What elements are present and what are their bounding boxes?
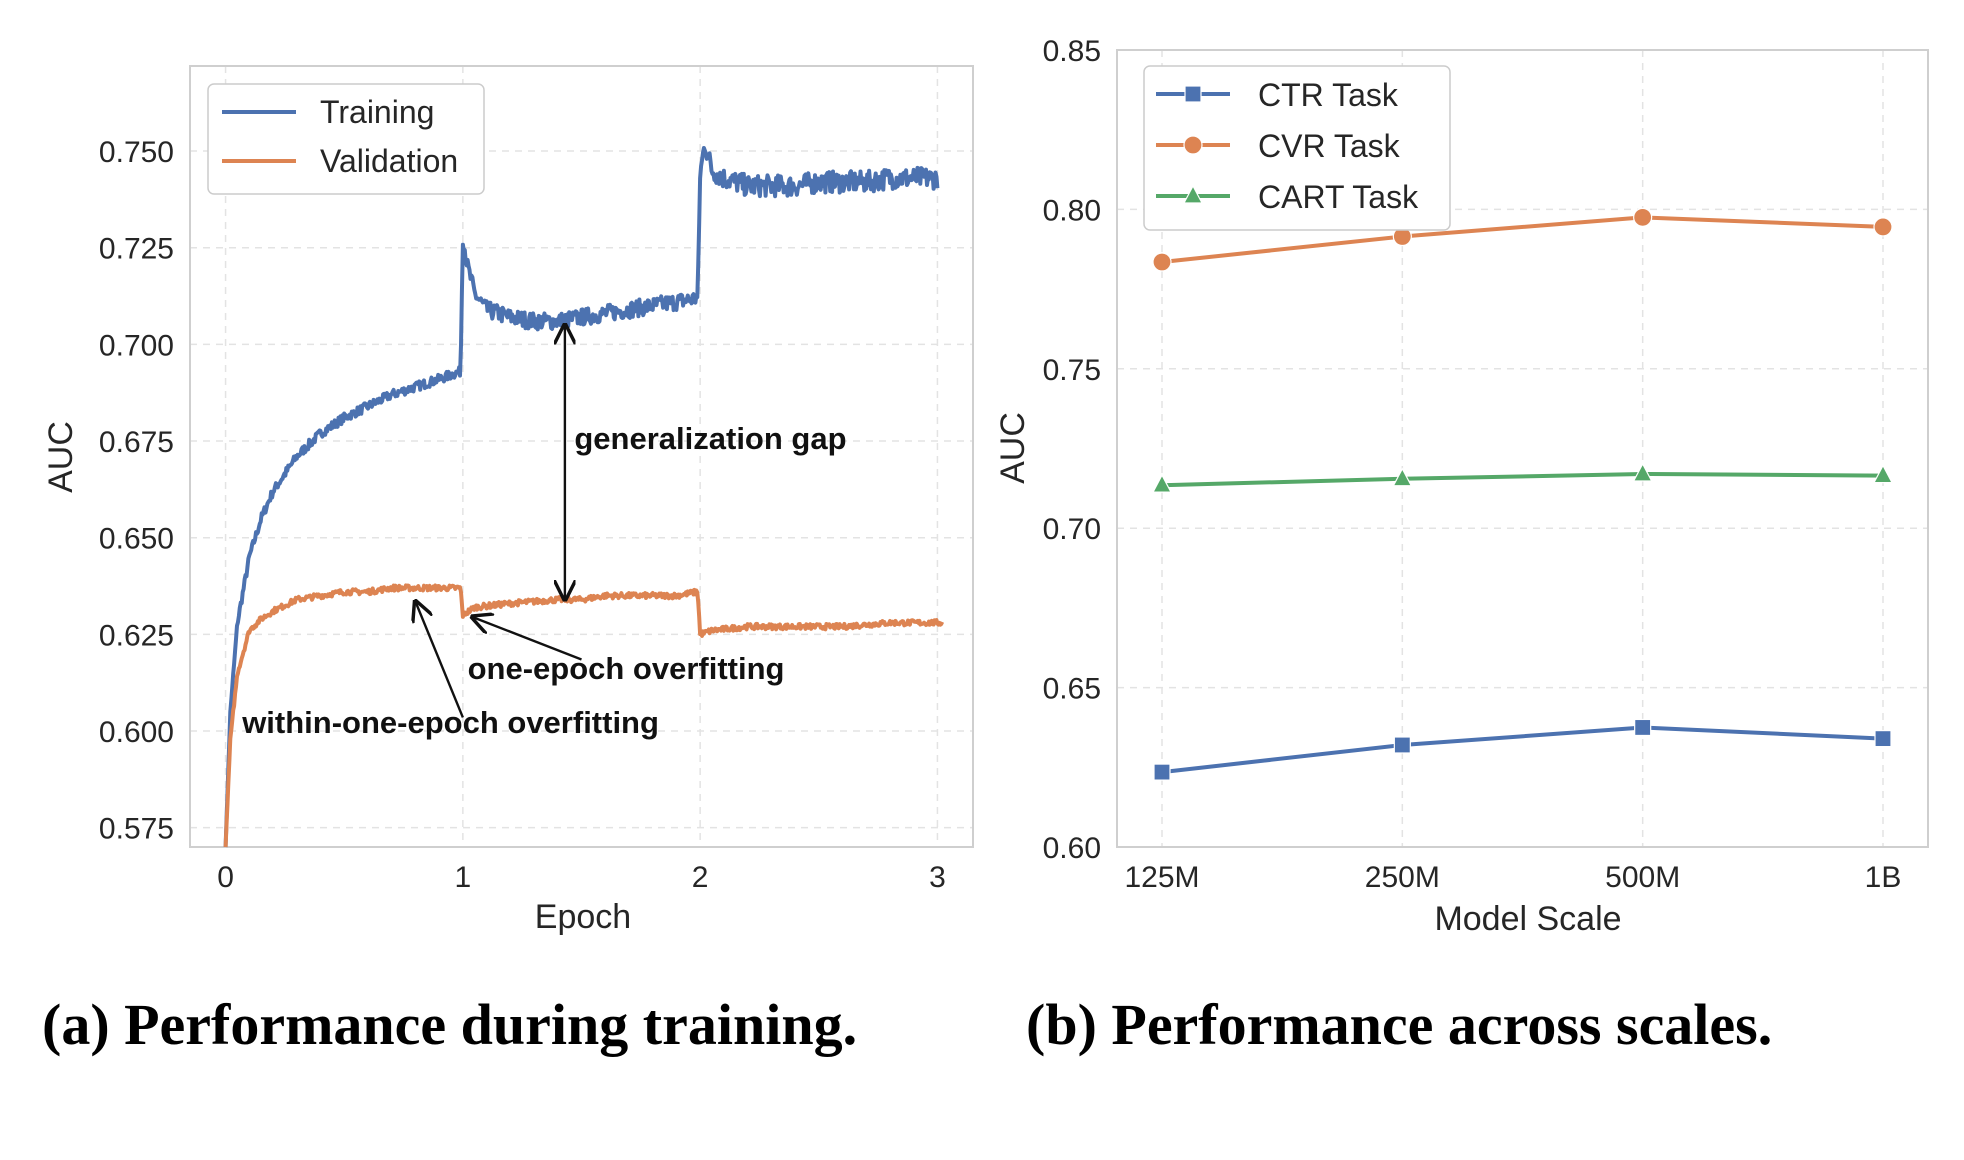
left-y-tick-label: 0.600 [99, 716, 174, 749]
annotation-one-epoch-overfitting: one-epoch overfitting [468, 651, 785, 686]
legend-label-cart: CART Task [1258, 179, 1419, 215]
right-x-tick-label: 500M [1605, 861, 1680, 894]
right-x-tick-label: 1B [1865, 861, 1902, 894]
right-x-tick-label: 250M [1365, 861, 1440, 894]
left-x-ticks: 0 1 2 3 [217, 861, 946, 894]
data-point-cart [1873, 464, 1893, 484]
left-y-tick-label: 0.700 [99, 329, 174, 362]
left-y-tick-label: 0.675 [99, 426, 174, 459]
caption-left: (a) Performance during training. [42, 992, 857, 1057]
right-y-axis-label: AUC [994, 412, 1032, 484]
right-y-tick-label: 0.75 [1043, 354, 1101, 387]
left-y-tick-label: 0.750 [99, 136, 174, 169]
legend-label-validation: Validation [320, 143, 458, 179]
series-line-ctr [1161, 725, 1884, 775]
right-y-tick-label: 0.80 [1043, 194, 1101, 227]
left-x-axis-label: Epoch [535, 898, 631, 936]
right-y-tick-label: 0.85 [1043, 35, 1101, 68]
legend-marker-cart [1183, 184, 1203, 204]
right-plot-frame [1116, 49, 1929, 848]
data-point-cart [1392, 467, 1413, 487]
left-series [223, 146, 945, 848]
legend-label-training: Training [320, 94, 434, 130]
left-y-tick-label: 0.725 [99, 233, 174, 266]
right-y-tick-label: 0.65 [1043, 673, 1101, 706]
right-x-tick-label: 125M [1124, 861, 1199, 894]
left-legend: Training Validation [207, 83, 485, 195]
left-y-tick-label: 0.650 [99, 523, 174, 556]
right-series [1152, 207, 1893, 781]
left-y-ticks: 0.575 0.600 0.625 0.650 0.675 0.700 0.725 0.750 [99, 136, 174, 846]
right-y-ticks: 0.60 0.65 0.70 0.75 0.80 0.85 [1043, 35, 1101, 865]
series-line-training [223, 146, 940, 848]
left-x-tick-label: 0 [217, 861, 234, 894]
right-legend: CTR Task CVR Task CART Task [1143, 65, 1451, 231]
right-x-axis-label: Model Scale [1434, 900, 1621, 938]
right-x-ticks: 125M 250M 500M 1B [1124, 861, 1901, 894]
left-y-tick-label: 0.625 [99, 619, 174, 652]
series-line-cvr [1161, 215, 1884, 264]
left-y-tick-label: 0.575 [99, 813, 174, 846]
data-point-ctr [1874, 730, 1892, 748]
annotation-within-one-epoch-overfitting: within-one-epoch overfitting [241, 705, 659, 740]
series-line-cart [1161, 472, 1884, 488]
data-point-ctr [1634, 718, 1652, 737]
left-y-axis-label: AUC [42, 421, 80, 493]
series-line-validation [223, 583, 945, 848]
training-auc-chart: 0.575 0.600 0.625 0.650 0.675 0.700 0.725 0.750… [42, 65, 974, 936]
data-point-ctr [1393, 736, 1411, 754]
within-one-epoch-overfitting-arrow [415, 601, 464, 718]
left-x-tick-label: 3 [929, 861, 946, 894]
left-plot-frame [189, 65, 974, 848]
data-point-cart [1152, 473, 1172, 493]
data-point-ctr [1153, 763, 1171, 781]
scale-auc-chart: 0.600.650.700.750.800.85 125M 250M 500M 1B … [994, 35, 1929, 938]
legend-marker-ctr [1184, 85, 1202, 103]
data-point-cvr [1633, 207, 1653, 227]
right-y-tick-label: 0.60 [1043, 832, 1101, 865]
annotation-generalization-gap: generalization gap [574, 421, 846, 456]
right-legend-box [1143, 65, 1451, 231]
legend-label-ctr: CTR Task [1258, 77, 1399, 113]
one-epoch-overfitting-arrow [472, 617, 582, 661]
left-annotations: generalization gap one-epoch overfitting w… [241, 325, 847, 740]
right-y-tick-label: 0.70 [1043, 513, 1101, 546]
right-legend-items [1156, 85, 1230, 204]
left-x-tick-label: 1 [455, 861, 472, 894]
left-x-tick-label: 2 [692, 861, 709, 894]
data-point-cvr [1873, 217, 1893, 237]
data-point-cvr [1152, 252, 1172, 272]
caption-right: (b) Performance across scales. [1026, 992, 1772, 1057]
data-point-cart [1632, 462, 1653, 482]
legend-label-cvr: CVR Task [1258, 128, 1401, 164]
legend-marker-cvr [1183, 135, 1203, 155]
